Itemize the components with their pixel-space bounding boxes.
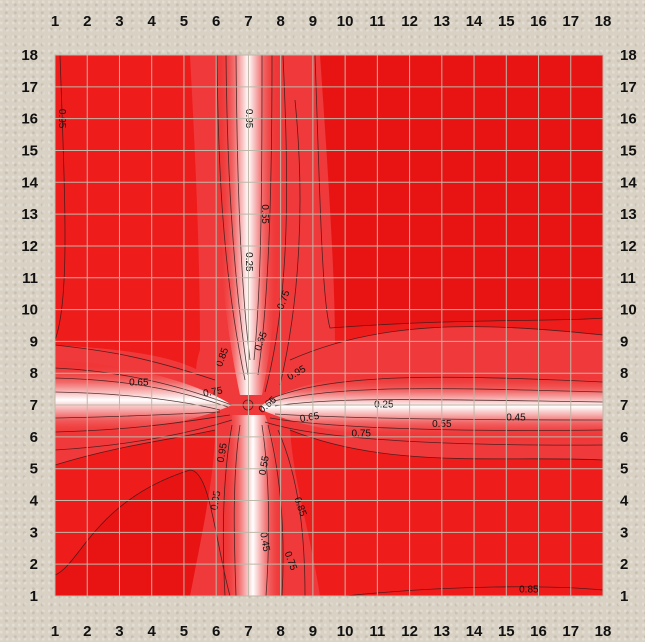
grid-lines xyxy=(54,54,604,597)
x-tick-label-bottom: 11 xyxy=(369,623,385,640)
x-axis-bottom-ticks: 1 2 3 4 5 6 7 8 9 10 11 12 13 14 15 16 17 18 xyxy=(51,623,612,640)
x-tick-label-top: 8 xyxy=(276,13,284,30)
x-tick-label-bottom: 9 xyxy=(309,623,317,640)
x-tick-label-bottom: 4 xyxy=(148,623,157,640)
x-tick-label-bottom: 6 xyxy=(212,623,220,640)
plot-frame xyxy=(54,54,604,597)
x-tick-label-bottom: 5 xyxy=(180,623,188,640)
y-tick-label-right: 12 xyxy=(620,238,637,255)
y-tick-label-left: 14 xyxy=(21,174,38,191)
contour-label: 0.45 xyxy=(506,412,526,423)
y-tick-label-right: 17 xyxy=(620,79,637,96)
y-tick-label-right: 6 xyxy=(620,429,628,446)
x-tick-label-bottom: 15 xyxy=(498,623,515,640)
x-tick-label-top: 18 xyxy=(595,13,612,30)
y-tick-label-left: 6 xyxy=(30,429,38,446)
x-tick-label-bottom: 8 xyxy=(276,623,284,640)
y-tick-label-right: 10 xyxy=(620,302,637,319)
y-tick-label-left: 17 xyxy=(21,79,38,96)
x-tick-label-bottom: 12 xyxy=(401,623,418,640)
y-tick-label-right: 5 xyxy=(620,461,628,478)
x-tick-label-bottom: 17 xyxy=(562,623,579,640)
y-tick-label-right: 11 xyxy=(620,270,636,287)
y-tick-label-right: 18 xyxy=(620,47,637,64)
x-tick-label-top: 4 xyxy=(148,13,157,30)
y-tick-label-right: 16 xyxy=(620,111,637,128)
y-tick-label-left: 4 xyxy=(30,493,39,510)
y-tick-label-left: 9 xyxy=(30,333,38,350)
x-tick-label-bottom: 7 xyxy=(244,623,252,640)
y-tick-label-right: 7 xyxy=(620,397,628,414)
x-tick-label-bottom: 10 xyxy=(337,623,354,640)
x-tick-label-top: 10 xyxy=(337,13,354,30)
y-tick-label-left: 11 xyxy=(22,270,38,287)
contour-label: 0.65 xyxy=(299,411,321,425)
y-tick-label-left: 15 xyxy=(21,142,38,159)
y-tick-label-right: 14 xyxy=(620,174,637,191)
x-tick-label-bottom: 1 xyxy=(51,623,59,640)
region-top-right xyxy=(315,55,603,328)
y-tick-label-left: 7 xyxy=(30,397,38,414)
y-tick-label-left: 8 xyxy=(30,365,38,382)
contour-label: 0.65 xyxy=(129,377,149,388)
contour-label: 0.95 xyxy=(216,442,230,464)
y-tick-label-right: 15 xyxy=(620,142,637,159)
x-tick-label-top: 11 xyxy=(369,13,385,30)
contour-lines xyxy=(55,55,603,596)
x-tick-label-top: 6 xyxy=(212,13,220,30)
x-tick-label-top: 1 xyxy=(51,13,59,30)
x-tick-label-top: 13 xyxy=(433,13,450,30)
x-tick-label-top: 7 xyxy=(244,13,252,30)
x-tick-label-bottom: 18 xyxy=(595,623,612,640)
x-tick-label-top: 16 xyxy=(530,13,547,30)
y-tick-label-left: 2 xyxy=(30,556,38,573)
y-tick-label-right: 9 xyxy=(620,333,628,350)
x-tick-label-bottom: 13 xyxy=(433,623,450,640)
x-axis-top-ticks: 1 2 3 4 5 6 7 8 9 10 11 12 13 14 15 16 17 18 xyxy=(51,13,612,30)
x-tick-label-top: 5 xyxy=(180,13,188,30)
x-tick-label-top: 12 xyxy=(401,13,418,30)
x-tick-label-top: 15 xyxy=(498,13,515,30)
contour-label: 0.75 xyxy=(352,428,372,439)
x-tick-label-top: 14 xyxy=(466,13,483,30)
y-tick-label-right: 13 xyxy=(620,206,637,223)
x-tick-label-bottom: 2 xyxy=(83,623,91,640)
plot-area: 0.950.950.550.250.750.650.850.950.650.75… xyxy=(55,55,603,596)
y-tick-label-left: 3 xyxy=(30,524,38,541)
x-tick-label-top: 3 xyxy=(115,13,123,30)
contour-label: 0.45 xyxy=(257,531,271,553)
y-tick-label-right: 8 xyxy=(620,365,628,382)
band-horizontal-right xyxy=(262,371,603,442)
x-tick-label-bottom: 16 xyxy=(530,623,547,640)
y-tick-label-right: 3 xyxy=(620,524,628,541)
y-tick-label-left: 5 xyxy=(30,461,38,478)
x-tick-label-top: 9 xyxy=(309,13,317,30)
y-tick-label-right: 1 xyxy=(620,588,628,605)
y-tick-label-left: 13 xyxy=(21,206,38,223)
y-tick-label-right: 2 xyxy=(620,556,628,573)
contour-label: 0.85 xyxy=(519,584,539,595)
y-tick-label-left: 10 xyxy=(21,302,38,319)
x-tick-label-top: 17 xyxy=(562,13,579,30)
y-tick-label-left: 18 xyxy=(21,47,38,64)
x-tick-label-bottom: 14 xyxy=(466,623,483,640)
y-tick-label-left: 16 xyxy=(21,111,38,128)
y-tick-label-right: 4 xyxy=(620,493,629,510)
x-tick-label-top: 2 xyxy=(83,13,91,30)
contour-label: 0.75 xyxy=(202,385,224,399)
y-tick-label-left: 1 xyxy=(30,588,38,605)
contour-label: 0.55 xyxy=(258,455,272,477)
y-tick-label-left: 12 xyxy=(21,238,38,255)
x-tick-label-bottom: 3 xyxy=(115,623,123,640)
